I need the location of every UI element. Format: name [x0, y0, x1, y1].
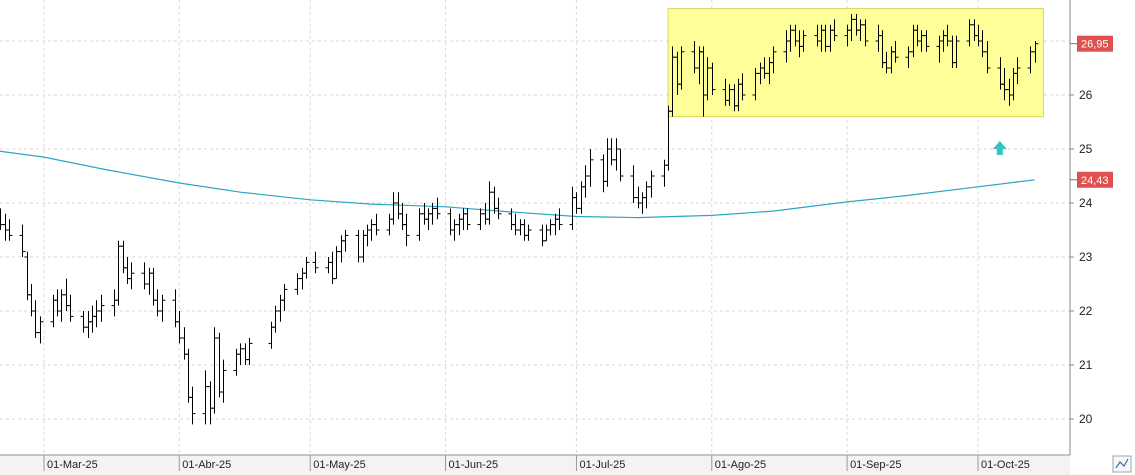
- x-tick-label: 01-Mar-25: [47, 459, 98, 471]
- ohlc-bar: [556, 208, 563, 230]
- ohlc-bar: [984, 41, 991, 74]
- ohlc-bar: [464, 208, 471, 230]
- ohlc-bar: [98, 294, 105, 322]
- badge-label: 24,43: [1081, 175, 1109, 187]
- x-tick-label: 01-May-25: [313, 459, 366, 471]
- y-tick-label: 20: [1079, 412, 1093, 426]
- up-arrow-icon: [992, 141, 1007, 155]
- ohlc-bar: [800, 30, 807, 52]
- last-value-badge: 26,95: [1070, 35, 1113, 52]
- badge-box: [1077, 35, 1113, 52]
- ohlc-bar: [37, 316, 44, 344]
- ohlc-bar: [709, 62, 716, 95]
- ohlc-bar: [739, 73, 746, 101]
- x-tick-label: 01-Jul-25: [579, 459, 625, 471]
- x-tick-label: 01-Abr-25: [182, 459, 231, 471]
- ohlc-bar: [159, 294, 166, 322]
- last-value-badge: 24,43: [1070, 171, 1113, 188]
- ohlc-bar: [312, 251, 319, 274]
- ohlc-bar: [246, 338, 253, 365]
- ohlc-bar: [303, 257, 310, 279]
- y-tick-label: 23: [1079, 250, 1093, 264]
- y-tick-label: 25: [1079, 142, 1093, 156]
- up-arrow-shape: [992, 141, 1007, 155]
- ohlc-bar: [6, 219, 13, 241]
- ohlc-bar: [831, 19, 838, 41]
- y-tick-label: 21: [1079, 358, 1093, 372]
- moving-average-line: [0, 150, 1035, 219]
- ohlc-bar: [1014, 57, 1021, 85]
- x-axis-band: [0, 456, 1070, 475]
- x-tick-label: 01-Jun-25: [449, 459, 499, 471]
- ohlc-bar: [373, 213, 380, 236]
- ohlc-bar: [923, 30, 930, 52]
- highlight-zone: [667, 8, 1044, 118]
- x-tick-label: 01-Sep-25: [850, 459, 901, 471]
- x-tick-label: 01-Ago-25: [715, 459, 766, 471]
- ohlc-bar: [128, 262, 135, 290]
- ohlc-bar: [1032, 41, 1039, 63]
- ohlc-bar: [434, 197, 441, 220]
- chart-line-icon: [1115, 458, 1129, 469]
- badge-box: [1077, 171, 1113, 188]
- ohlc-bar: [525, 224, 532, 241]
- ohlc-bar: [220, 359, 227, 403]
- y-tick-label: 26: [1079, 88, 1093, 102]
- x-axis-ticks: 01-Mar-25 01-Abr-25 01-May-25 01-Jun-25 01-J…: [43, 455, 1030, 471]
- highlight-rect: [667, 8, 1044, 118]
- ohlc-bar: [281, 284, 288, 311]
- x-tick-label: 01-Oct-25: [981, 459, 1030, 471]
- badge-label: 26,95: [1081, 39, 1109, 51]
- ohlc-bar: [403, 213, 410, 247]
- ohlc-bar: [953, 35, 960, 68]
- ohlc-bar: [495, 197, 502, 220]
- ohlc-bar: [19, 224, 26, 257]
- ohlc-bar: [342, 230, 349, 252]
- ohlc-bar: [648, 170, 655, 198]
- ohlc-bar: [67, 294, 74, 322]
- ohlc-bar: [189, 386, 196, 425]
- last-value-badges: 26,95 24,43: [1070, 35, 1113, 188]
- y-tick-label: 22: [1079, 304, 1093, 318]
- grid: [0, 0, 1070, 455]
- ohlc-bar: [617, 148, 624, 182]
- moving-average-path: [0, 150, 1035, 219]
- y-axis-ticks: 20 21 22 23 24 25 26: [1070, 88, 1093, 426]
- ohlc-bar: [770, 46, 777, 74]
- ohlc-bar: [892, 41, 899, 63]
- price-bars: [0, 14, 1039, 425]
- ohlc-bar: [678, 46, 685, 90]
- ohlc-bar: [862, 19, 869, 47]
- chart-line-button[interactable]: [1112, 455, 1132, 473]
- ohlc-bar: [587, 149, 594, 187]
- y-tick-label: 24: [1079, 196, 1093, 210]
